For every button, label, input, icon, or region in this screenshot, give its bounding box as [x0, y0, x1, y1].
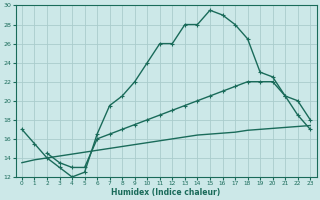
X-axis label: Humidex (Indice chaleur): Humidex (Indice chaleur) [111, 188, 221, 197]
